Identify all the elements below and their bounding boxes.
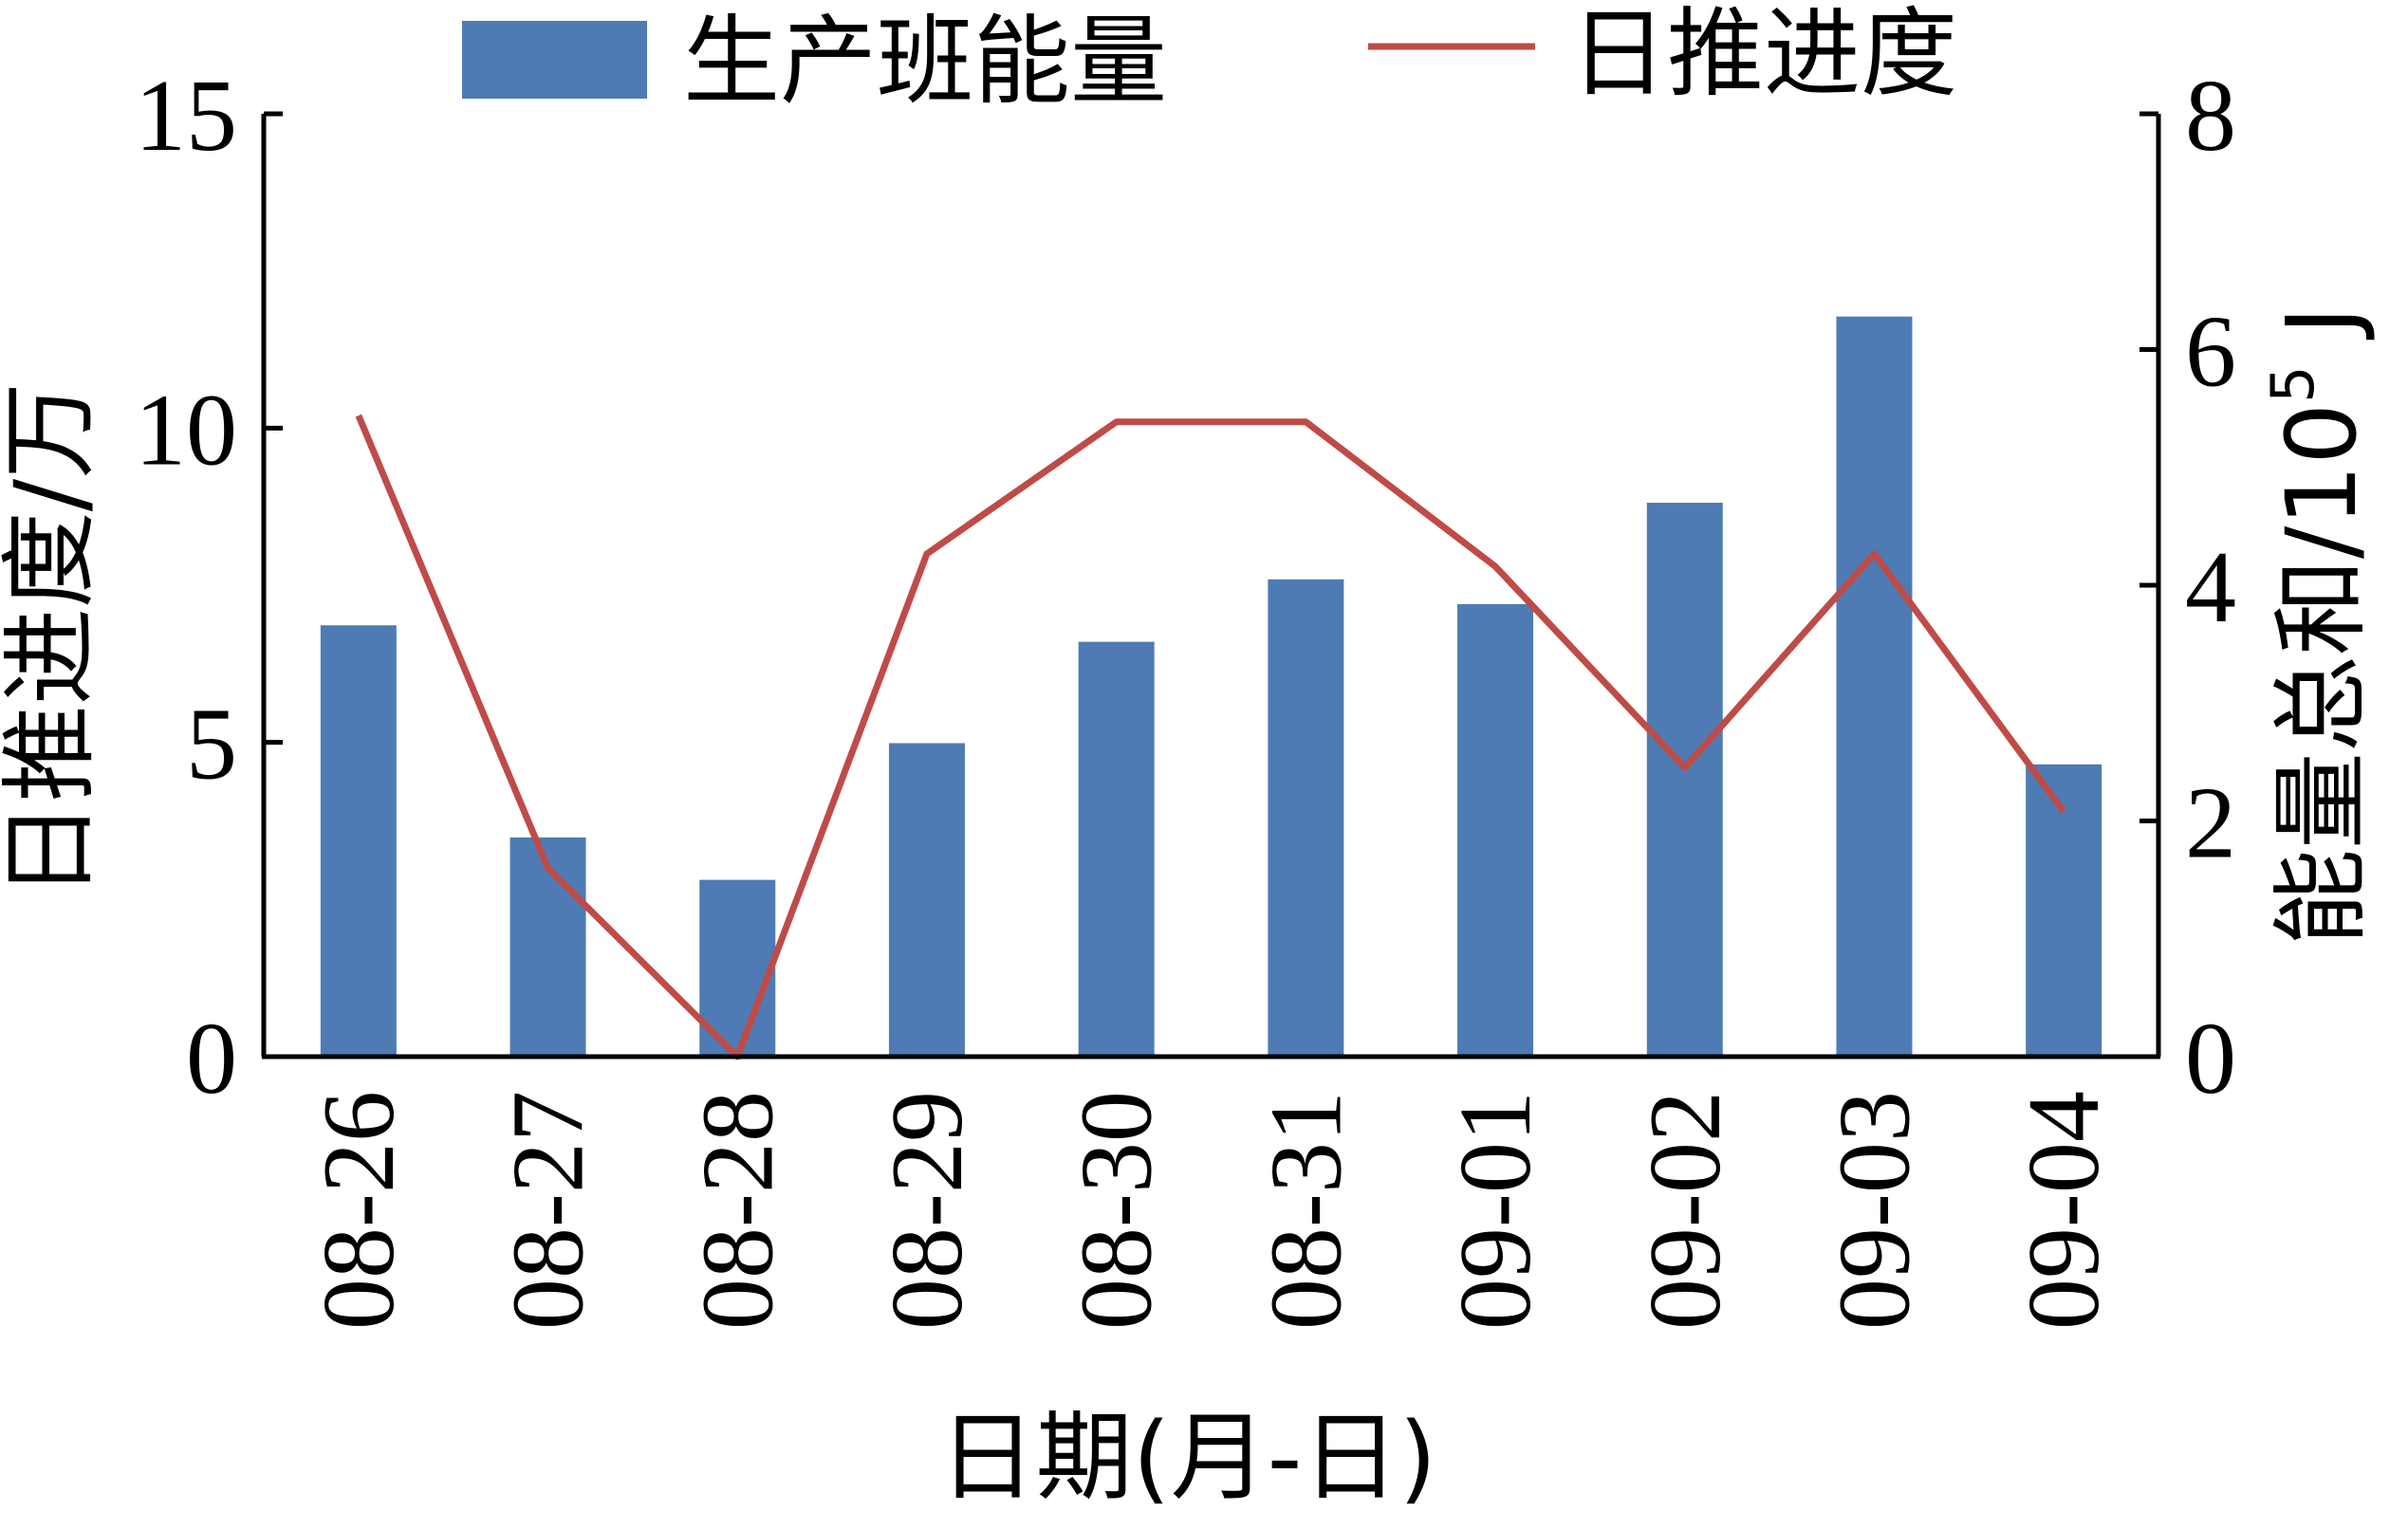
left-tick-label: 5 [186, 689, 237, 801]
bar-09-01 [1457, 603, 1534, 1057]
legend: 生产班能量 日推进度 [462, 0, 1957, 119]
right-axis-title-main: 能量总和/10 [2266, 403, 2379, 946]
left-tick-label: 0 [186, 1003, 237, 1115]
right-tick-label: 4 [2185, 531, 2236, 644]
x-tick-label: 08-27 [492, 1091, 605, 1330]
x-tick-label: 09-01 [1439, 1091, 1552, 1330]
bar-08-27 [509, 837, 586, 1057]
x-axis-ticks: 08-26 08-27 08-28 08-29 08-30 08-31 09-01 09-02… [303, 1091, 2121, 1330]
left-tick-label: 10 [135, 374, 237, 487]
bar-09-04 [2026, 764, 2102, 1057]
x-tick-label: 08-26 [303, 1091, 416, 1330]
left-axis-title: 日推进度/万 [0, 382, 107, 898]
bar-08-29 [888, 743, 965, 1057]
legend-swatch-bar [462, 21, 647, 99]
right-axis-title-unit: J [2266, 306, 2379, 366]
x-tick-label: 09-04 [2008, 1091, 2121, 1330]
left-axis-ticks: 0 5 10 15 [135, 60, 283, 1115]
legend-label-line: 日推进度 [1570, 0, 1957, 111]
bar-08-31 [1268, 579, 1344, 1057]
right-tick-label: 0 [2185, 1003, 2236, 1115]
x-tick-label: 08-29 [871, 1091, 984, 1330]
x-tick-label: 09-02 [1629, 1091, 1742, 1330]
right-tick-label: 6 [2185, 296, 2236, 409]
x-axis-title: 日期(月-日) [939, 1402, 1436, 1515]
bar-09-03 [1836, 316, 1913, 1058]
bar-08-30 [1078, 641, 1155, 1057]
legend-label-bar: 生产班能量 [683, 6, 1167, 119]
x-tick-label: 08-30 [1061, 1091, 1174, 1330]
progress-line [355, 414, 2066, 1060]
x-tick-label: 09-03 [1818, 1091, 1931, 1330]
left-tick-label: 15 [135, 60, 237, 173]
right-tick-label: 2 [2185, 767, 2236, 880]
bar-08-26 [320, 625, 397, 1057]
right-axis-ticks: 0 2 4 6 8 [2139, 60, 2236, 1115]
right-axis-title: 能量总和/105 J [2258, 306, 2379, 946]
x-tick-label: 08-31 [1250, 1091, 1362, 1330]
right-tick-label: 8 [2185, 60, 2236, 173]
bar-09-02 [1646, 503, 1723, 1057]
right-axis-title-sup: 5 [2258, 365, 2327, 402]
x-tick-label: 08-28 [681, 1091, 794, 1330]
bars [320, 316, 2102, 1058]
